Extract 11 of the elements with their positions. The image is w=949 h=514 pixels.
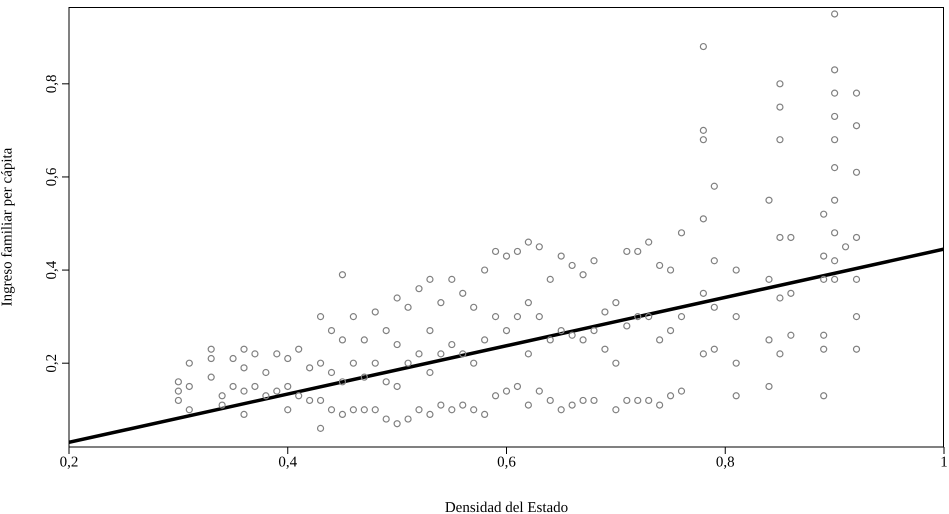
x-tick-label: 0,8 <box>716 454 735 471</box>
y-tick-label: 0,2 <box>44 354 60 373</box>
x-tick-label: 0,6 <box>497 454 516 471</box>
x-axis-title: Densidad del Estado <box>444 500 568 514</box>
y-axis-title: Ingreso familiar per cápita <box>0 147 16 306</box>
y-tick-label: 0,4 <box>44 260 60 280</box>
y-tick-label: 0,8 <box>44 74 60 94</box>
x-tick-label: 1 <box>940 454 948 471</box>
x-tick-label: 0,2 <box>60 454 78 471</box>
y-tick-label: 0,6 <box>44 167 60 186</box>
x-tick-label: 0,4 <box>278 454 298 471</box>
